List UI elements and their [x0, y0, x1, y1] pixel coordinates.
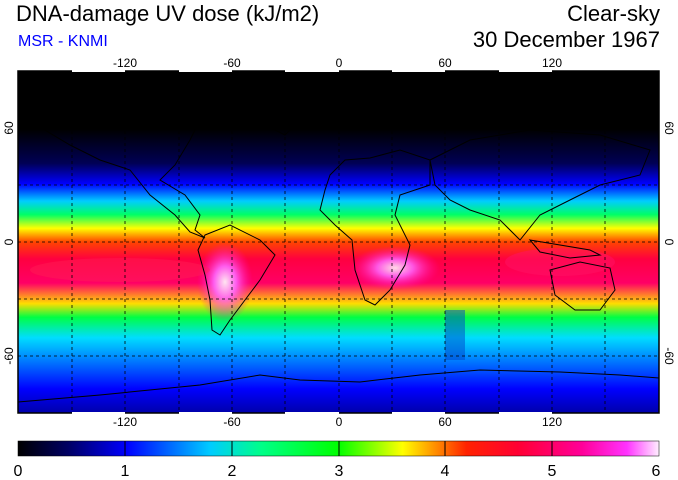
coastlines: [18, 87, 659, 403]
lat-label-left: 0: [2, 238, 16, 245]
lat-label-left: -60: [2, 347, 16, 365]
lon-label-top: 60: [438, 56, 452, 70]
map-title: DNA-damage UV dose (kJ/m2): [16, 1, 320, 26]
colorbar-label: 3: [335, 463, 344, 480]
lon-label-top: 120: [542, 56, 562, 70]
lon-label-bottom: 0: [336, 415, 343, 429]
colorbar-label: 1: [121, 463, 130, 480]
colorbar-label: 4: [441, 463, 450, 480]
source-label: MSR - KNMI: [18, 33, 108, 50]
lon-label-bottom: 120: [542, 415, 562, 429]
lon-label-top: -60: [223, 56, 241, 70]
frame-checks: [72, 70, 552, 414]
lon-label-top: 0: [336, 56, 343, 70]
lon-label-bottom: 60: [438, 415, 452, 429]
graticule: [18, 71, 659, 413]
lat-label-right: 60: [662, 121, 676, 135]
colorbar-label: 2: [228, 463, 237, 480]
lon-label-bottom: -60: [223, 415, 241, 429]
sky-condition-label: Clear-sky: [567, 1, 660, 26]
lat-label-right: 0: [662, 239, 676, 246]
lat-label-left: 60: [2, 121, 16, 135]
colorbar-label: 0: [14, 463, 23, 480]
lon-label-top: -120: [113, 56, 137, 70]
lon-label-bottom: -120: [113, 415, 137, 429]
lat-label-right: -60: [662, 347, 676, 365]
colorbar-label: 5: [548, 463, 557, 480]
colorbar-ticks: [124, 441, 553, 456]
colorbar-label: 6: [652, 463, 661, 480]
date-label: 30 December 1967: [472, 27, 660, 52]
